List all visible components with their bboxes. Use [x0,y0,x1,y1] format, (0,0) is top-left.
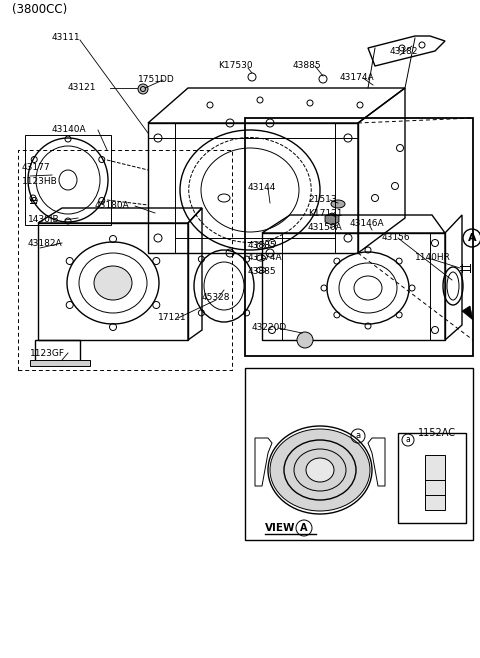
Text: 43885: 43885 [248,266,276,276]
Text: a: a [355,432,360,440]
Polygon shape [30,360,90,366]
Ellipse shape [94,266,132,300]
Text: K17121: K17121 [308,209,343,218]
Ellipse shape [270,429,370,511]
Text: 1123GF: 1123GF [30,349,65,357]
Text: 43111: 43111 [52,34,81,43]
Text: 43150A: 43150A [308,224,343,232]
Bar [245,118,473,356]
Text: 43140A: 43140A [52,126,86,134]
Text: 1152AC: 1152AC [418,428,456,438]
Text: 17121: 17121 [158,313,187,322]
Text: 1140HR: 1140HR [415,253,451,263]
Polygon shape [325,213,339,225]
Text: a: a [406,436,410,445]
Text: 45328: 45328 [202,293,230,303]
Text: VIEW: VIEW [265,523,296,533]
Bar [398,433,466,523]
Text: 43121: 43121 [68,84,96,93]
Text: 43182A: 43182A [28,238,62,247]
Text: 43220D: 43220D [252,324,287,332]
Bar [245,368,473,540]
Text: 43174A: 43174A [248,253,283,263]
Text: 43144: 43144 [248,184,276,193]
Text: 43146A: 43146A [350,218,384,228]
Text: 43174A: 43174A [340,74,374,82]
Text: 1751DD: 1751DD [138,76,175,84]
Text: 43177: 43177 [22,163,50,172]
Text: A: A [300,523,308,533]
Text: 43180A: 43180A [95,201,130,211]
Text: 1430JB: 1430JB [28,216,60,224]
Text: 1123HB: 1123HB [22,176,58,186]
Polygon shape [462,306,473,320]
Ellipse shape [306,458,334,482]
Text: 21513: 21513 [308,195,336,205]
Ellipse shape [331,200,345,208]
Bar [425,455,445,510]
Text: A: A [468,233,476,243]
Text: (3800CC): (3800CC) [12,3,67,16]
Text: 43885: 43885 [248,241,276,249]
Circle shape [138,84,148,94]
Circle shape [297,332,313,348]
Text: 43182: 43182 [390,47,419,57]
Text: K17530: K17530 [218,61,252,70]
Text: 43885: 43885 [293,61,322,70]
Text: 43156: 43156 [382,234,410,243]
